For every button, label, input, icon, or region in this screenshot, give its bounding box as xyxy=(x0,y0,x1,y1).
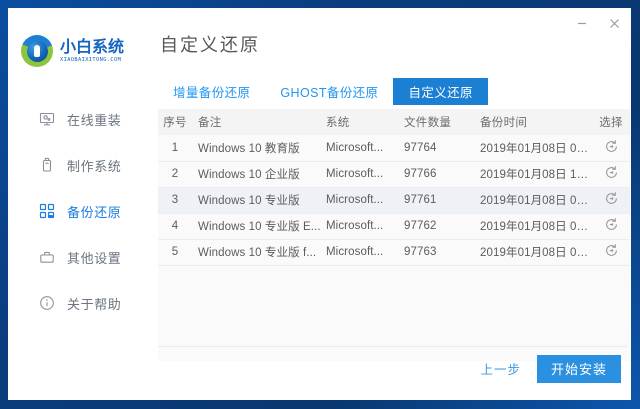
footer-actions: 上一步 开始安装 xyxy=(158,346,627,390)
sidebar-item-online-reinstall[interactable]: 在线重装 xyxy=(8,96,150,142)
cell-note: Windows 10 专业版 E... xyxy=(192,213,324,240)
grid-blocks-icon xyxy=(38,203,55,220)
cell-select xyxy=(592,187,630,214)
sidebar-item-label: 其他设置 xyxy=(67,250,122,266)
close-icon xyxy=(609,18,619,28)
sidebar-nav: 在线重装 制作系统 xyxy=(8,96,150,326)
column-header-system: 系统 xyxy=(324,109,402,135)
cell-note: Windows 10 专业版 f... xyxy=(192,239,324,266)
minimize-button[interactable] xyxy=(567,9,597,37)
table-header: 序号 备注 系统 文件数量 备份时间 选择 xyxy=(158,109,630,135)
table-header-row: 序号 备注 系统 文件数量 备份时间 选择 xyxy=(158,109,630,135)
cell-backup-time: 2019年01月08日 09:50:57 xyxy=(480,187,592,214)
cell-system: Microsoft... xyxy=(324,187,402,214)
sidebar-item-about-help[interactable]: 关于帮助 xyxy=(8,280,150,326)
table-row[interactable]: 3 Windows 10 专业版 Microsoft... 97761 2019年01月… xyxy=(158,187,630,214)
cell-index: 5 xyxy=(158,239,192,266)
window-controls xyxy=(567,8,629,38)
cell-index: 2 xyxy=(158,161,192,188)
main-content: 自定义还原 增量备份还原 GHOST备份还原 自定义还原 序号 备注 系统 文件… xyxy=(150,8,631,400)
tab-ghost-backup-restore[interactable]: GHOST备份还原 xyxy=(265,78,393,105)
brand-text: 小白系统 XIAOBAIXITONG.COM xyxy=(60,39,124,64)
cell-file-count: 97764 xyxy=(402,135,480,162)
table-row[interactable]: 2 Windows 10 企业版 Microsoft... 97766 2019年01月… xyxy=(158,161,630,188)
cell-file-count: 97762 xyxy=(402,213,480,240)
page-title: 自定义还原 xyxy=(160,35,260,55)
info-circle-icon xyxy=(38,295,55,312)
table-body: 1 Windows 10 教育版 Microsoft... 97764 2019年01月… xyxy=(158,135,630,266)
tab-custom-restore[interactable]: 自定义还原 xyxy=(393,78,488,105)
sidebar-item-make-system[interactable]: 制作系统 xyxy=(8,142,150,188)
column-header-note: 备注 xyxy=(192,109,324,135)
restore-circular-arrow-icon[interactable] xyxy=(603,191,619,207)
cell-system: Microsoft... xyxy=(324,239,402,266)
close-button[interactable] xyxy=(599,9,629,37)
cell-system: Microsoft... xyxy=(324,135,402,162)
cell-backup-time: 2019年01月08日 09:57:42 xyxy=(480,135,592,162)
cell-system: Microsoft... xyxy=(324,213,402,240)
column-header-index: 序号 xyxy=(158,109,192,135)
brand-logo-icon xyxy=(21,35,53,67)
sidebar-item-label: 制作系统 xyxy=(67,158,122,174)
sidebar: 小白系统 XIAOBAIXITONG.COM xyxy=(8,8,150,400)
column-header-select: 选择 xyxy=(592,109,630,135)
logo-person-glyph xyxy=(34,45,40,57)
sidebar-item-other-settings[interactable]: 其他设置 xyxy=(8,234,150,280)
restore-circular-arrow-icon[interactable] xyxy=(603,217,619,233)
cell-note: Windows 10 专业版 xyxy=(192,187,324,214)
cell-index: 3 xyxy=(158,187,192,214)
cell-select xyxy=(592,161,630,188)
restore-circular-arrow-icon[interactable] xyxy=(603,139,619,155)
previous-step-button[interactable]: 上一步 xyxy=(478,355,523,382)
brand-logo: 小白系统 XIAOBAIXITONG.COM xyxy=(8,20,150,82)
minimize-icon xyxy=(578,22,586,25)
cell-index: 1 xyxy=(158,135,192,162)
tab-incremental-backup-restore[interactable]: 增量备份还原 xyxy=(158,78,265,105)
window-body: 小白系统 XIAOBAIXITONG.COM xyxy=(8,8,631,400)
table-row[interactable]: 1 Windows 10 教育版 Microsoft... 97764 2019年01月… xyxy=(158,135,630,162)
brand-url: XIAOBAIXITONG.COM xyxy=(60,56,122,63)
restore-circular-arrow-icon[interactable] xyxy=(603,243,619,259)
cell-select xyxy=(592,135,630,162)
cell-backup-time: 2019年01月08日 09:55:29 xyxy=(480,239,592,266)
tab-bar: 增量备份还原 GHOST备份还原 自定义还原 xyxy=(158,78,631,105)
sidebar-item-backup-restore[interactable]: 备份还原 xyxy=(8,188,150,234)
column-header-file-count: 文件数量 xyxy=(402,109,480,135)
start-install-button[interactable]: 开始安装 xyxy=(536,354,621,383)
cell-note: Windows 10 企业版 xyxy=(192,161,324,188)
cell-select xyxy=(592,239,630,266)
usb-drive-icon xyxy=(38,157,55,174)
column-header-backup-time: 备份时间 xyxy=(480,109,592,135)
monitor-icon xyxy=(38,111,55,128)
cell-file-count: 97766 xyxy=(402,161,480,188)
cell-select xyxy=(592,213,630,240)
sidebar-item-label: 在线重装 xyxy=(67,112,122,128)
cell-note: Windows 10 教育版 xyxy=(192,135,324,162)
cell-index: 4 xyxy=(158,213,192,240)
sidebar-item-label: 关于帮助 xyxy=(67,296,122,312)
backup-table: 序号 备注 系统 文件数量 备份时间 选择 1 Windows 10 教育版 Mic… xyxy=(158,109,630,266)
brand-name: 小白系统 xyxy=(60,38,125,56)
cell-system: Microsoft... xyxy=(324,161,402,188)
cell-file-count: 97761 xyxy=(402,187,480,214)
cell-file-count: 97763 xyxy=(402,239,480,266)
backup-table-container: 序号 备注 系统 文件数量 备份时间 选择 1 Windows 10 教育版 Mic… xyxy=(158,109,630,361)
table-row[interactable]: 4 Windows 10 专业版 E... Microsoft... 97762 201… xyxy=(158,213,630,240)
toolbox-icon xyxy=(38,249,55,266)
cell-backup-time: 2019年01月08日 09:53:15 xyxy=(480,213,592,240)
cell-backup-time: 2019年01月08日 10:02:14 xyxy=(480,161,592,188)
sidebar-item-label: 备份还原 xyxy=(67,204,122,220)
restore-circular-arrow-icon[interactable] xyxy=(603,165,619,181)
table-row[interactable]: 5 Windows 10 专业版 f... Microsoft... 97763 201… xyxy=(158,239,630,266)
